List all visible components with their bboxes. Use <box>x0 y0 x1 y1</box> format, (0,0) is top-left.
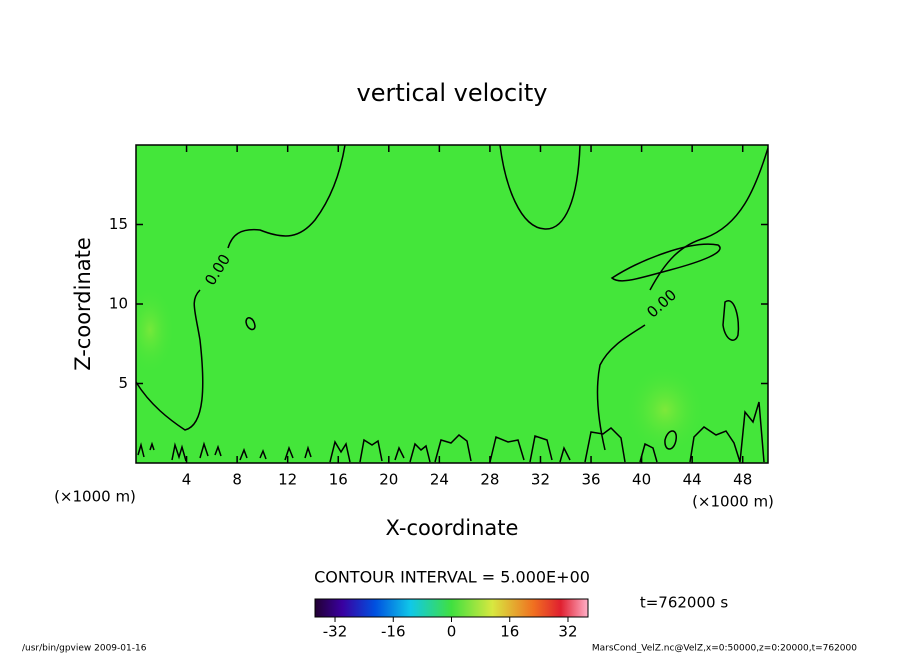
contour-lines <box>136 145 768 463</box>
field-spot <box>625 365 705 455</box>
contour-line <box>722 300 740 341</box>
x-tick-label: 8 <box>232 471 242 489</box>
contour-line <box>664 430 677 450</box>
chart-title: vertical velocity <box>357 79 548 107</box>
contour-line <box>596 147 768 451</box>
colorbar-tick-label: 0 <box>447 623 457 641</box>
y-axis-label: Z-coordinate <box>71 237 95 371</box>
colorbar <box>314 598 589 618</box>
x-tick-label: 24 <box>430 471 449 489</box>
footer-left: /usr/bin/gpview 2009-01-16 <box>22 644 147 654</box>
contour-line <box>136 145 346 431</box>
field-spot <box>136 285 175 375</box>
x-tick-label: 4 <box>182 471 192 489</box>
colorbar-tick-label: -32 <box>323 623 348 641</box>
x-tick-label: 32 <box>531 471 550 489</box>
x-tick-label: 48 <box>733 471 752 489</box>
x-tick-label: 20 <box>379 471 398 489</box>
x-tick-label: 36 <box>581 471 600 489</box>
colorbar-tick-label: -16 <box>381 623 406 641</box>
footer-right: MarsCond_VelZ.nc@VelZ,x=0:50000,z=0:2000… <box>592 644 857 654</box>
x-tick-label: 40 <box>632 471 651 489</box>
y-tick-label: 15 <box>109 215 128 233</box>
x-axis-label: X-coordinate <box>386 516 519 540</box>
colorbar-tick-label: 16 <box>500 623 519 641</box>
x-unit-label: (×1000 m) <box>692 493 774 511</box>
y-tick-label: 5 <box>118 374 128 392</box>
contour-line <box>245 317 256 331</box>
x-tick-label: 28 <box>480 471 499 489</box>
contour-interval: CONTOUR INTERVAL = 5.000E+00 <box>314 568 590 587</box>
contour-line <box>610 243 721 282</box>
contour-line <box>137 401 765 463</box>
contour-line <box>499 145 581 230</box>
x-unit-label: (×1000 m) <box>54 488 136 506</box>
contour-layer <box>136 145 768 463</box>
x-tick-label: 44 <box>683 471 702 489</box>
y-tick-label: 10 <box>109 295 128 313</box>
x-tick-label: 12 <box>278 471 297 489</box>
colorbar-tick-label: 32 <box>558 623 577 641</box>
x-tick-label: 16 <box>329 471 348 489</box>
time-label: t=762000 s <box>640 594 728 612</box>
